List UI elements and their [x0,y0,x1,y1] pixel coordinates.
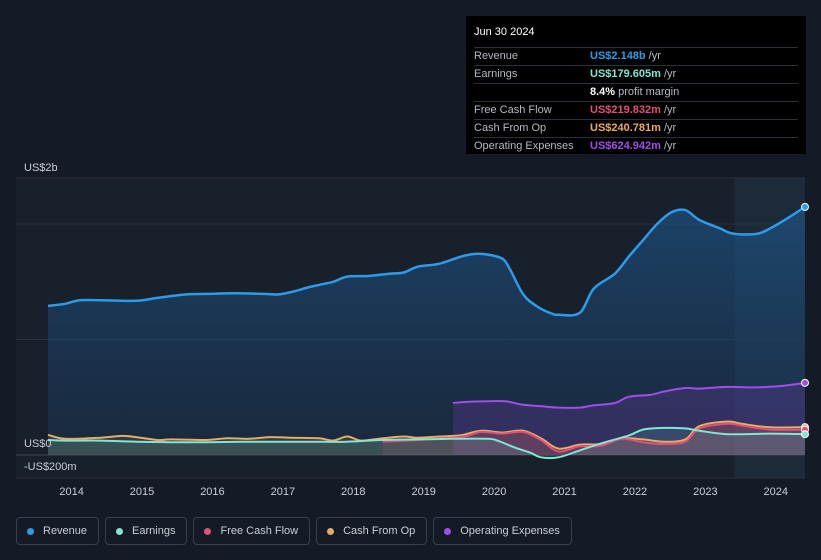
x-axis-tick-label: 2022 [623,486,647,498]
legend: Revenue Earnings Free Cash Flow Cash From O… [16,517,572,545]
tooltip-unit: /yr [663,122,677,134]
x-axis-tick-label: 2021 [552,486,576,498]
operating-expenses-area [452,382,805,455]
tooltip-value: US$240.781m [590,122,661,134]
earnings-area [48,427,805,459]
revenue-end-marker [801,202,809,211]
tooltip-row: Earnings US$179.605m/yr [474,65,798,83]
tooltip-row: Free Cash Flow US$219.832m/yr [474,101,798,119]
tooltip-label: Earnings [474,68,518,80]
x-axis-tick-label: 2018 [341,486,365,498]
tooltip-value: US$624.942m [590,140,661,152]
legend-item-earnings[interactable]: Earnings [105,517,188,545]
tooltip-row: 8.4% profit margin [474,83,798,101]
legend-label: Revenue [43,525,88,537]
tooltip-unit: /yr [663,68,677,80]
tooltip-value: US$179.605m [590,68,661,80]
x-axis-tick-label: 2014 [59,486,83,498]
tooltip-label: Free Cash Flow [474,104,552,116]
legend-dot-icon [27,527,34,535]
legend-item-revenue[interactable]: Revenue [16,517,100,545]
y-axis-label-bottom: -US$200m [24,461,77,473]
legend-label: Operating Expenses [460,525,560,537]
y-axis-label-top: US$2b [24,162,58,174]
tooltip-unit: /yr [663,104,677,116]
legend-item-free-cash-flow[interactable]: Free Cash Flow [193,517,311,545]
legend-dot-icon [327,527,335,535]
revenue-area [48,206,805,455]
legend-item-operating-expenses[interactable]: Operating Expenses [433,517,572,545]
tooltip-value: 8.4% [590,86,616,98]
tooltip-label [474,84,590,101]
operating-expenses-end-marker [801,378,809,387]
chart-area: US$2b US$0 -US$200m 2014 2015 2016 2017 2018 201… [16,162,809,498]
legend-label: Cash From Op [343,525,416,537]
legend-dot-icon [444,527,452,535]
x-axis-tick-label: 2015 [130,486,154,498]
x-axis-tick-label: 2024 [764,486,788,498]
x-axis-tick-label: 2016 [200,486,224,498]
tooltip-unit: /yr [663,140,677,152]
tooltip-panel: Jun 30 2024 Revenue US$2.148b/yr Earnings U… [466,16,806,154]
legend-label: Free Cash Flow [220,525,299,537]
legend-dot-icon [204,527,212,535]
tooltip-value: US$2.148b [590,50,646,62]
tooltip-row: Revenue US$2.148b/yr [474,47,798,65]
y-axis-label-zero: US$0 [24,438,52,450]
earnings-end-marker [801,430,809,439]
x-axis-tick-label: 2020 [482,486,506,498]
legend-label: Earnings [132,525,176,537]
tooltip-unit: /yr [648,50,661,62]
tooltip-label: Cash From Op [474,122,547,134]
tooltip-row: Operating Expenses US$624.942m/yr [474,137,798,155]
operating-expenses-line [452,381,806,409]
tooltip-value: US$219.832m [590,104,661,116]
x-axis-tick-label: 2023 [693,486,717,498]
earnings-line [47,426,806,460]
tooltip-label: Revenue [474,50,519,62]
legend-item-cash-from-op[interactable]: Cash From Op [316,517,428,545]
cash-from-op-line [47,420,806,450]
x-axis-tick-label: 2017 [271,486,295,498]
legend-dot-icon [116,527,124,535]
tooltip-date: Jun 30 2024 [474,26,535,38]
tooltip-label: Operating Expenses [474,140,574,152]
x-axis-tick-label: 2019 [411,486,435,498]
tooltip-unit: profit margin [618,86,680,98]
revenue-line [47,205,806,317]
tooltip-row: Cash From Op US$240.781m/yr [474,119,798,137]
